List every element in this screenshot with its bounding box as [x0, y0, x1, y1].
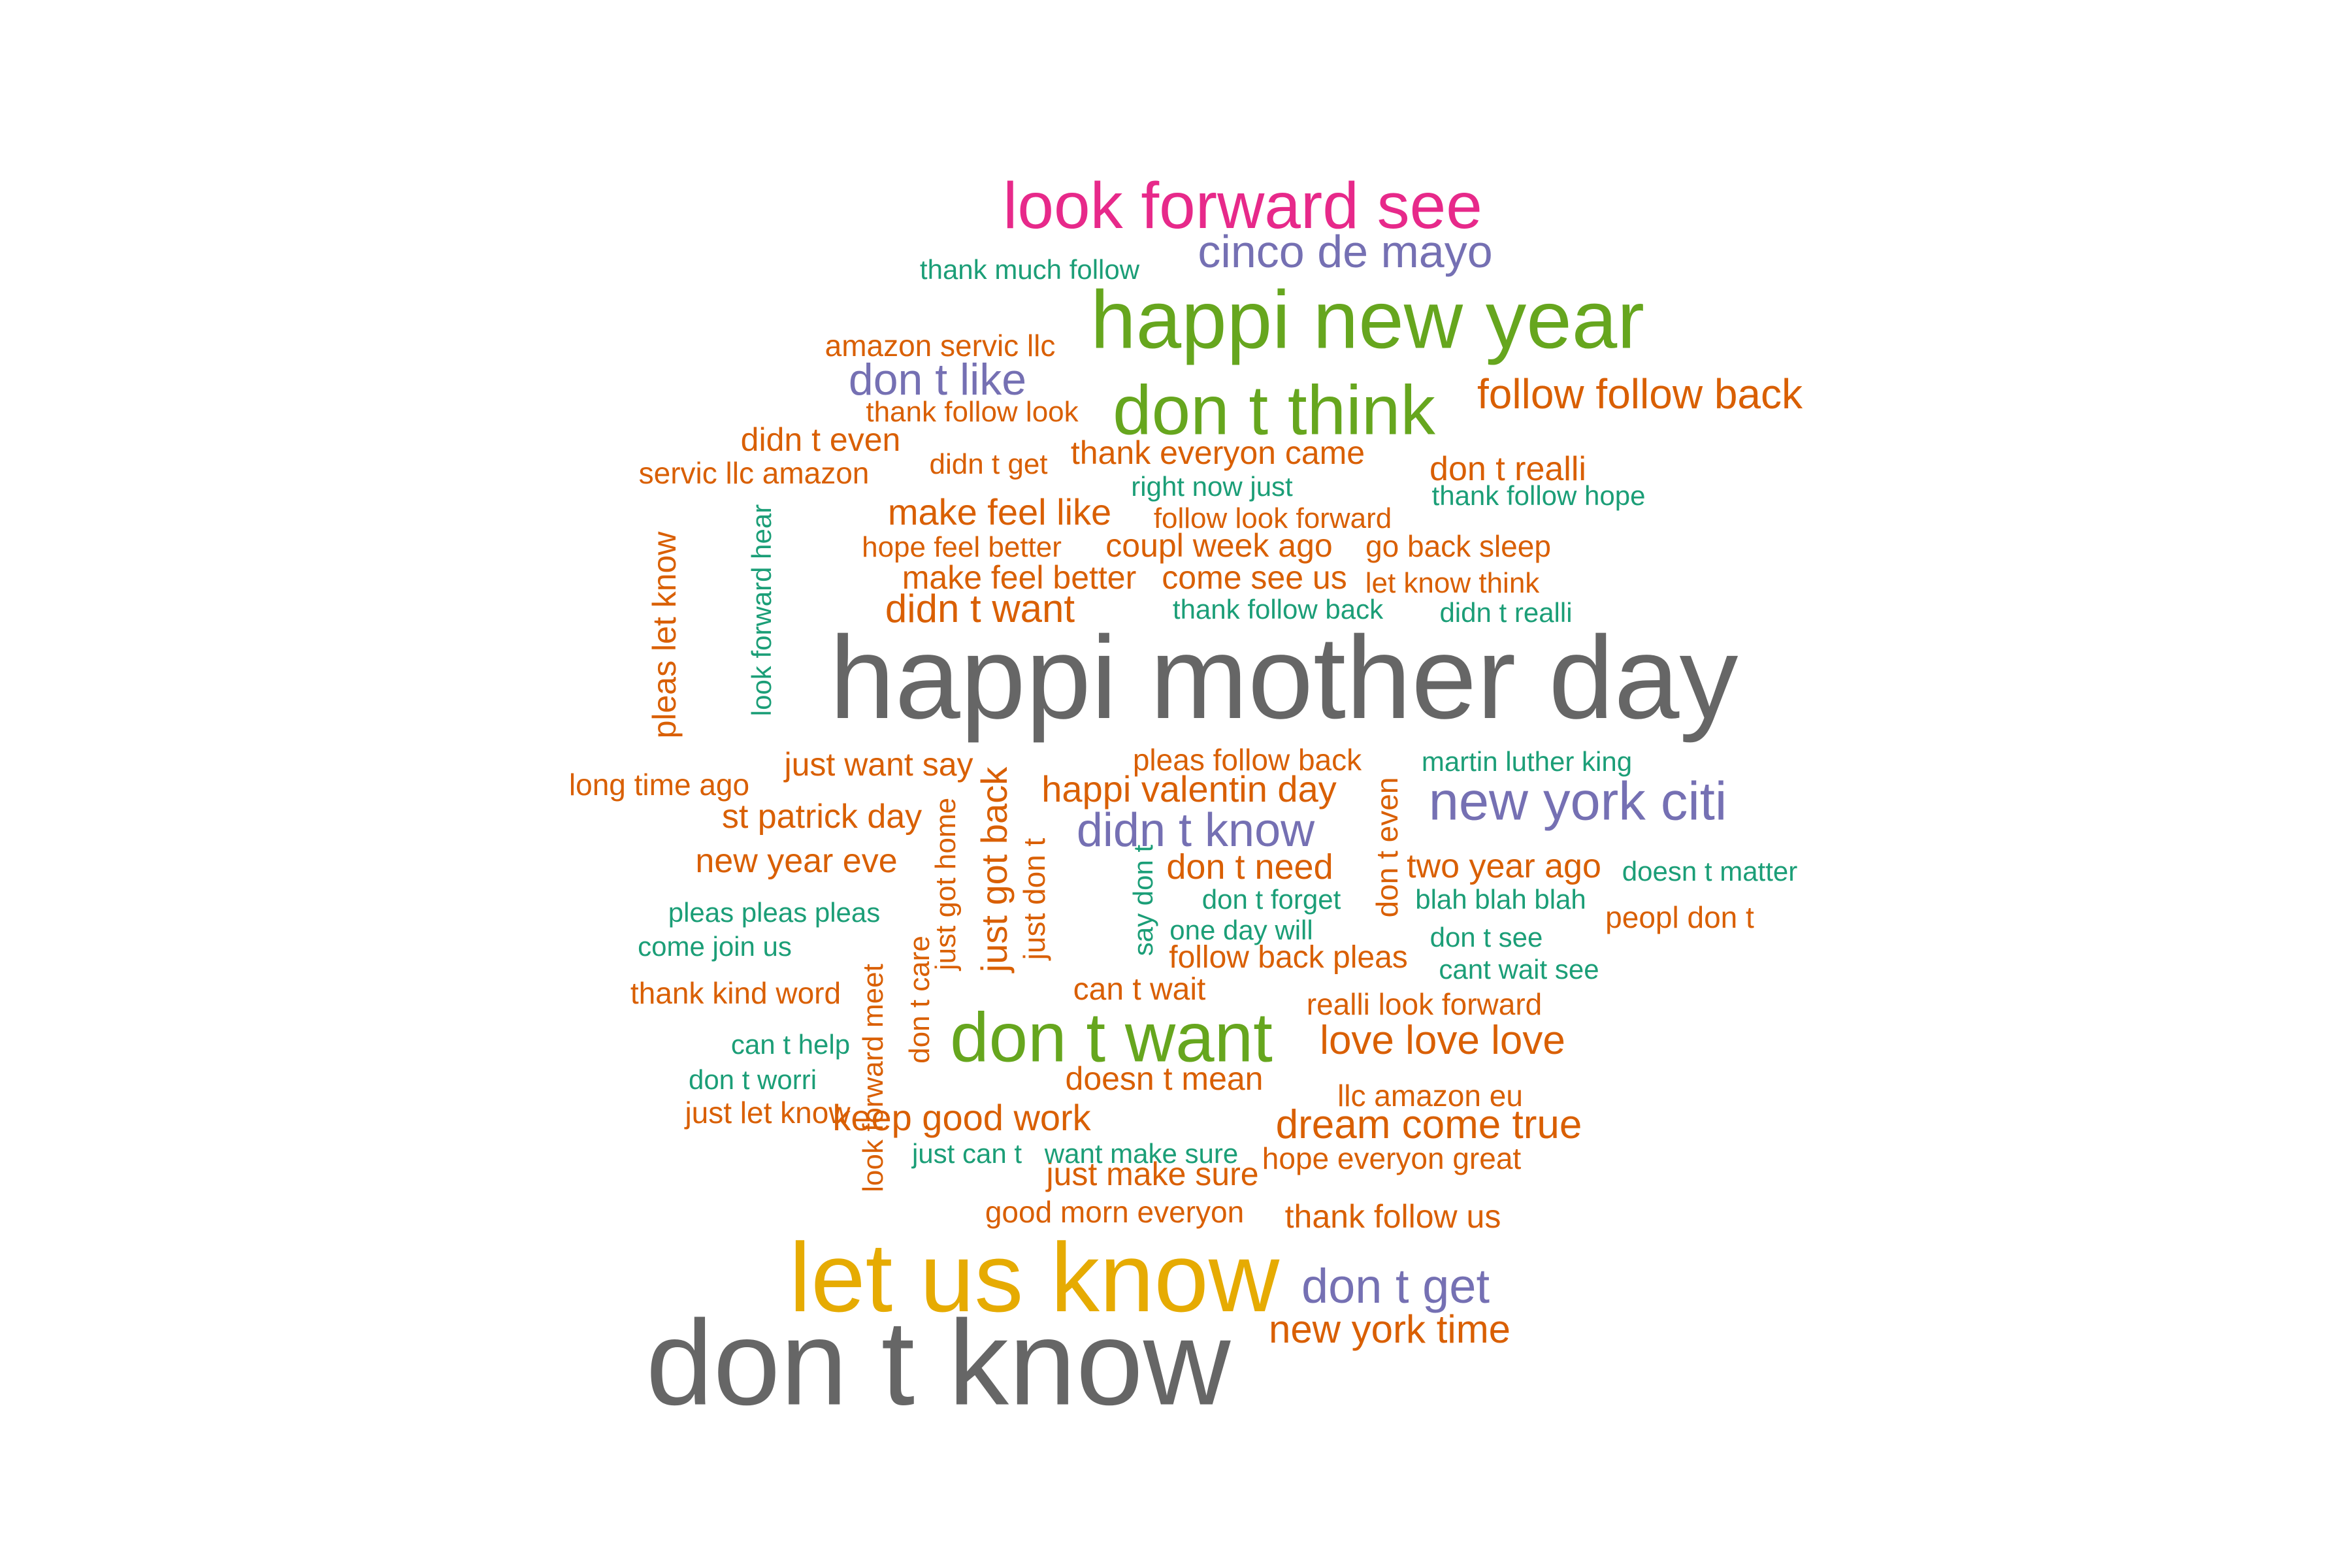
word-don-t-see: don t see	[1429, 922, 1543, 953]
word-go-back-sleep: go back sleep	[1365, 529, 1551, 563]
word-thank-everyon-came: thank everyon came	[1070, 434, 1365, 471]
word-love-love-love: love love love	[1320, 1018, 1565, 1063]
word-don-t-worri: don t worri	[688, 1064, 817, 1095]
word-dream-come-true: dream come true	[1275, 1102, 1582, 1147]
word-don-t-need: don t need	[1166, 847, 1333, 887]
word-let-know-think: let know think	[1365, 567, 1540, 599]
word-two-year-ago: two year ago	[1407, 847, 1601, 885]
word-didn-t-want: didn t want	[885, 587, 1075, 630]
word-doesn-t-matter: doesn t matter	[1622, 856, 1798, 887]
word-look-forward-see: look forward see	[1003, 169, 1482, 242]
word-look-forward-hear: look forward hear	[746, 504, 777, 717]
word-make-feel-like: make feel like	[887, 491, 1112, 532]
word-want-make-sure: want make sure	[1044, 1138, 1239, 1169]
word-amazon-servic-llc: amazon servic llc	[825, 329, 1056, 363]
word-follow-look-forward: follow look forward	[1153, 502, 1392, 534]
word-follow-follow-back: follow follow back	[1477, 370, 1803, 417]
word-hope-feel-better: hope feel better	[862, 531, 1062, 563]
word-don-t-forget: don t forget	[1201, 884, 1341, 915]
word-right-now-just: right now just	[1131, 471, 1293, 502]
word-don-t-care: don t care	[904, 936, 936, 1064]
word-can-t-help: can t help	[730, 1029, 851, 1060]
word-realli-look-forward: realli look forward	[1306, 987, 1543, 1021]
word-didn-t-even: didn t even	[740, 421, 901, 458]
word-cant-wait-see: cant wait see	[1439, 954, 1599, 985]
word-good-morn-everyon: good morn everyon	[985, 1195, 1245, 1229]
word-pleas-pleas-pleas: pleas pleas pleas	[668, 897, 881, 928]
word-coupl-week-ago: coupl week ago	[1105, 527, 1333, 564]
word-just-don-t: just don t	[1017, 838, 1051, 960]
word-pleas-follow-back: pleas follow back	[1132, 743, 1362, 777]
word-don-t-get: don t get	[1301, 1259, 1490, 1313]
word-come-join-us: come join us	[638, 931, 792, 962]
word-llc-amazon-eu: llc amazon eu	[1337, 1079, 1523, 1113]
word-thank-follow-hope: thank follow hope	[1431, 480, 1646, 511]
word-didn-t-realli: didn t realli	[1439, 597, 1573, 628]
word-make-feel-better: make feel better	[902, 559, 1137, 596]
word-thank-follow-look: thank follow look	[866, 396, 1079, 428]
word-follow-back-pleas: follow back pleas	[1169, 940, 1408, 975]
word-say-don-t: say don t	[1128, 844, 1158, 956]
word-new-york-citi: new york citi	[1428, 770, 1727, 832]
word-servic-llc-amazon: servic llc amazon	[638, 456, 870, 490]
word-didn-t-know: didn t know	[1076, 804, 1315, 857]
word-happi-mother-day: happi mother day	[829, 612, 1739, 743]
word-thank-follow-us: thank follow us	[1284, 1198, 1501, 1235]
word-doesn-t-mean: doesn t mean	[1065, 1060, 1264, 1097]
word-just-want-say: just want say	[784, 746, 973, 783]
word-didn-t-get: didn t get	[929, 448, 1048, 480]
word-don-t-think: don t think	[1113, 370, 1435, 449]
word-keep-good-work: keep good work	[832, 1097, 1091, 1138]
word-new-york-time: new york time	[1268, 1307, 1511, 1351]
word-st-patrick-day: st patrick day	[721, 798, 923, 836]
word-peopl-don-t: peopl don t	[1605, 900, 1754, 934]
word-pleas-let-know: pleas let know	[646, 531, 683, 739]
word-thank-much-follow: thank much follow	[919, 254, 1140, 285]
word-hope-everyon-great: hope everyon great	[1262, 1141, 1522, 1175]
word-don-t-even: don t even	[1370, 777, 1404, 918]
word-just-got-back: just got back	[973, 766, 1015, 973]
word-look-forward-meet: look forward meet	[857, 964, 889, 1192]
word-don-t-like: don t like	[848, 355, 1027, 404]
word-just-make-sure: just make sure	[1046, 1156, 1259, 1192]
word-one-day-will: one day will	[1169, 915, 1313, 945]
word-martin-luther-king: martin luther king	[1421, 746, 1633, 777]
word-happi-new-year: happi new year	[1090, 274, 1644, 366]
word-new-year-eve: new year eve	[695, 842, 898, 880]
word-just-got-home: just got home	[930, 797, 962, 971]
word-long-time-ago: long time ago	[568, 768, 750, 802]
word-just-can-t: just can t	[911, 1138, 1022, 1169]
word-cinco-de-mayo: cinco de mayo	[1198, 226, 1493, 277]
word-let-us-know: let us know	[789, 1222, 1280, 1332]
word-happi-valentin-day: happi valentin day	[1041, 768, 1337, 809]
word-don-t-want: don t want	[950, 998, 1273, 1077]
word-come-see-us: come see us	[1162, 559, 1347, 596]
word-can-t-wait: can t wait	[1073, 972, 1206, 1007]
word-don-t-know: don t know	[645, 1296, 1231, 1431]
word-thank-follow-back: thank follow back	[1172, 594, 1384, 625]
word-don-t-realli: don t realli	[1429, 450, 1586, 488]
word-just-let-know: just let know	[685, 1096, 851, 1130]
word-thank-kind-word: thank kind word	[630, 976, 841, 1010]
word-blah-blah-blah: blah blah blah	[1415, 884, 1586, 915]
